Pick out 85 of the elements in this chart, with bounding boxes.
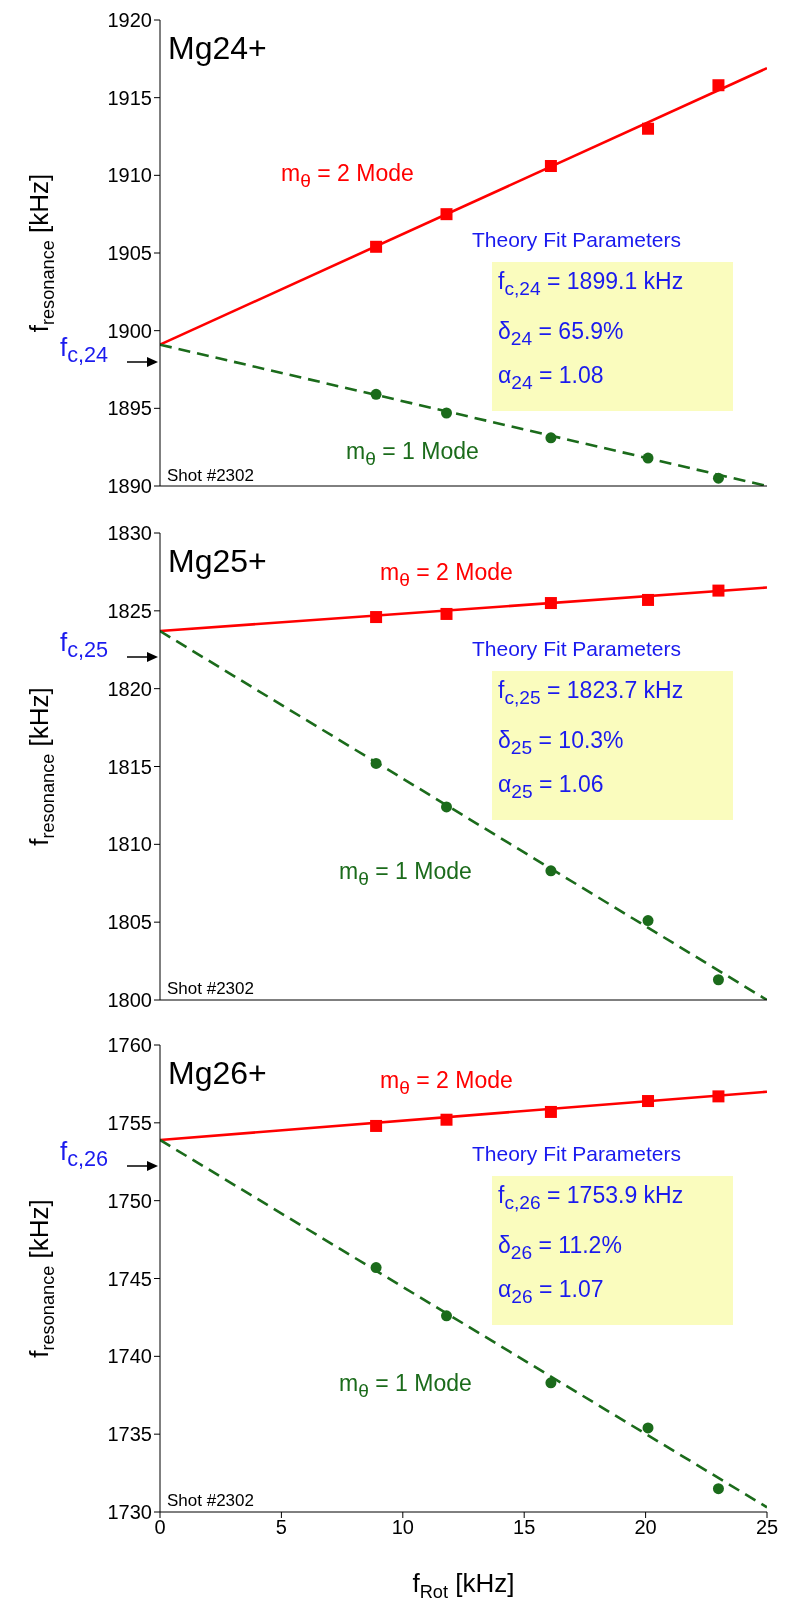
point <box>441 407 452 419</box>
series-label: m$_{θ}$ = 1 Mode <box>339 1370 472 1402</box>
annotation: α$_{24}$ = 1.08 <box>498 362 604 394</box>
annotation: Theory Fit Parameters <box>472 228 681 252</box>
point <box>712 472 724 484</box>
point <box>370 388 382 400</box>
y-tick-label: 1735 <box>107 1423 152 1446</box>
point <box>712 1483 724 1495</box>
series-label: m$_{θ}$ = 2 Mode <box>281 160 414 192</box>
point <box>712 1090 725 1103</box>
point <box>440 208 453 221</box>
point <box>545 432 557 444</box>
y-tick-label: 1820 <box>107 677 152 700</box>
point <box>370 240 383 253</box>
y-tick-label: 1760 <box>107 1034 152 1057</box>
point <box>441 801 452 813</box>
point <box>642 122 655 135</box>
point <box>441 1310 452 1322</box>
point <box>642 452 654 464</box>
text: f$_{c,25}$ <box>60 627 109 664</box>
point <box>712 584 725 597</box>
point <box>370 757 382 769</box>
x-tick-label: 0 <box>154 1516 166 1539</box>
y-tick-label: 1910 <box>107 164 152 187</box>
point <box>642 1422 654 1434</box>
y-tick-label: 1825 <box>107 599 152 622</box>
point <box>370 1262 382 1274</box>
annotation: f$_{c,25}$ = 1823.7 kHz <box>498 677 684 709</box>
text: f$_{c,24}$ <box>60 332 109 369</box>
y-tick-label: 1915 <box>107 86 152 109</box>
y-tick-label: 1830 <box>107 522 152 545</box>
point <box>712 974 724 986</box>
text: f$_{c,26}$ <box>60 1136 109 1173</box>
y-tick-label: 1810 <box>107 833 152 856</box>
chart-title: Mg25+ <box>168 543 267 580</box>
x-tick-label: 20 <box>634 1516 657 1539</box>
point <box>544 597 557 610</box>
x-tick-label: 10 <box>391 1516 414 1539</box>
x-tick-label: 25 <box>755 1516 779 1539</box>
series-label: m$_{θ}$ = 2 Mode <box>380 559 513 591</box>
y-tick-label: 1800 <box>107 989 152 1012</box>
point <box>544 1105 557 1118</box>
series-label: m$_{θ}$ = 1 Mode <box>346 438 479 470</box>
annotation: Shot #2302 <box>167 979 254 999</box>
point <box>545 1377 557 1389</box>
y-tick-label: 1755 <box>107 1111 152 1134</box>
annotation: Theory Fit Parameters <box>472 1142 681 1166</box>
y-tick-label: 1805 <box>107 911 152 934</box>
chart-title: Mg26+ <box>168 1055 267 1092</box>
y-tick-label: 1750 <box>107 1189 152 1212</box>
y-tick-label: 1730 <box>107 1501 152 1524</box>
y-tick-label: 1920 <box>107 9 152 32</box>
point <box>642 915 654 927</box>
annotation: α$_{26}$ = 1.07 <box>498 1276 604 1308</box>
annotation: Theory Fit Parameters <box>472 637 681 661</box>
annotation: δ$_{25}$ = 10.3% <box>498 727 624 759</box>
annotation: f$_{c,26}$ = 1753.9 kHz <box>498 1182 684 1214</box>
point <box>642 1095 655 1108</box>
point <box>370 611 383 624</box>
chart-title: Mg24+ <box>168 30 267 67</box>
annotation: δ$_{24}$ = 65.9% <box>498 318 624 350</box>
point <box>440 1113 453 1126</box>
y-tick-label: 1815 <box>107 755 152 778</box>
point <box>712 79 725 92</box>
x-tick-label: 5 <box>275 1516 287 1539</box>
annotation: f$_{c,24}$ = 1899.1 kHz <box>498 268 684 300</box>
point <box>440 607 453 620</box>
annotation: Shot #2302 <box>167 466 254 486</box>
point <box>545 865 557 877</box>
y-tick-label: 1905 <box>107 242 152 265</box>
annotation: Shot #2302 <box>167 1491 254 1511</box>
x-axis-title: f$_{Rot}$ [kHz] <box>412 1568 515 1603</box>
point <box>642 593 655 606</box>
point <box>544 160 557 173</box>
y-tick-label: 1895 <box>107 397 152 420</box>
annotation: α$_{25}$ = 1.06 <box>498 771 604 803</box>
point <box>370 1119 383 1132</box>
y-tick-label: 1740 <box>107 1345 152 1368</box>
annotation: δ$_{26}$ = 11.2% <box>498 1232 622 1264</box>
series-label: m$_{θ}$ = 1 Mode <box>339 858 472 890</box>
x-tick-label: 15 <box>513 1516 536 1539</box>
series-label: m$_{θ}$ = 2 Mode <box>380 1067 513 1099</box>
y-tick-label: 1890 <box>107 475 152 498</box>
y-tick-label: 1745 <box>107 1267 152 1290</box>
y-tick-label: 1900 <box>107 319 152 342</box>
